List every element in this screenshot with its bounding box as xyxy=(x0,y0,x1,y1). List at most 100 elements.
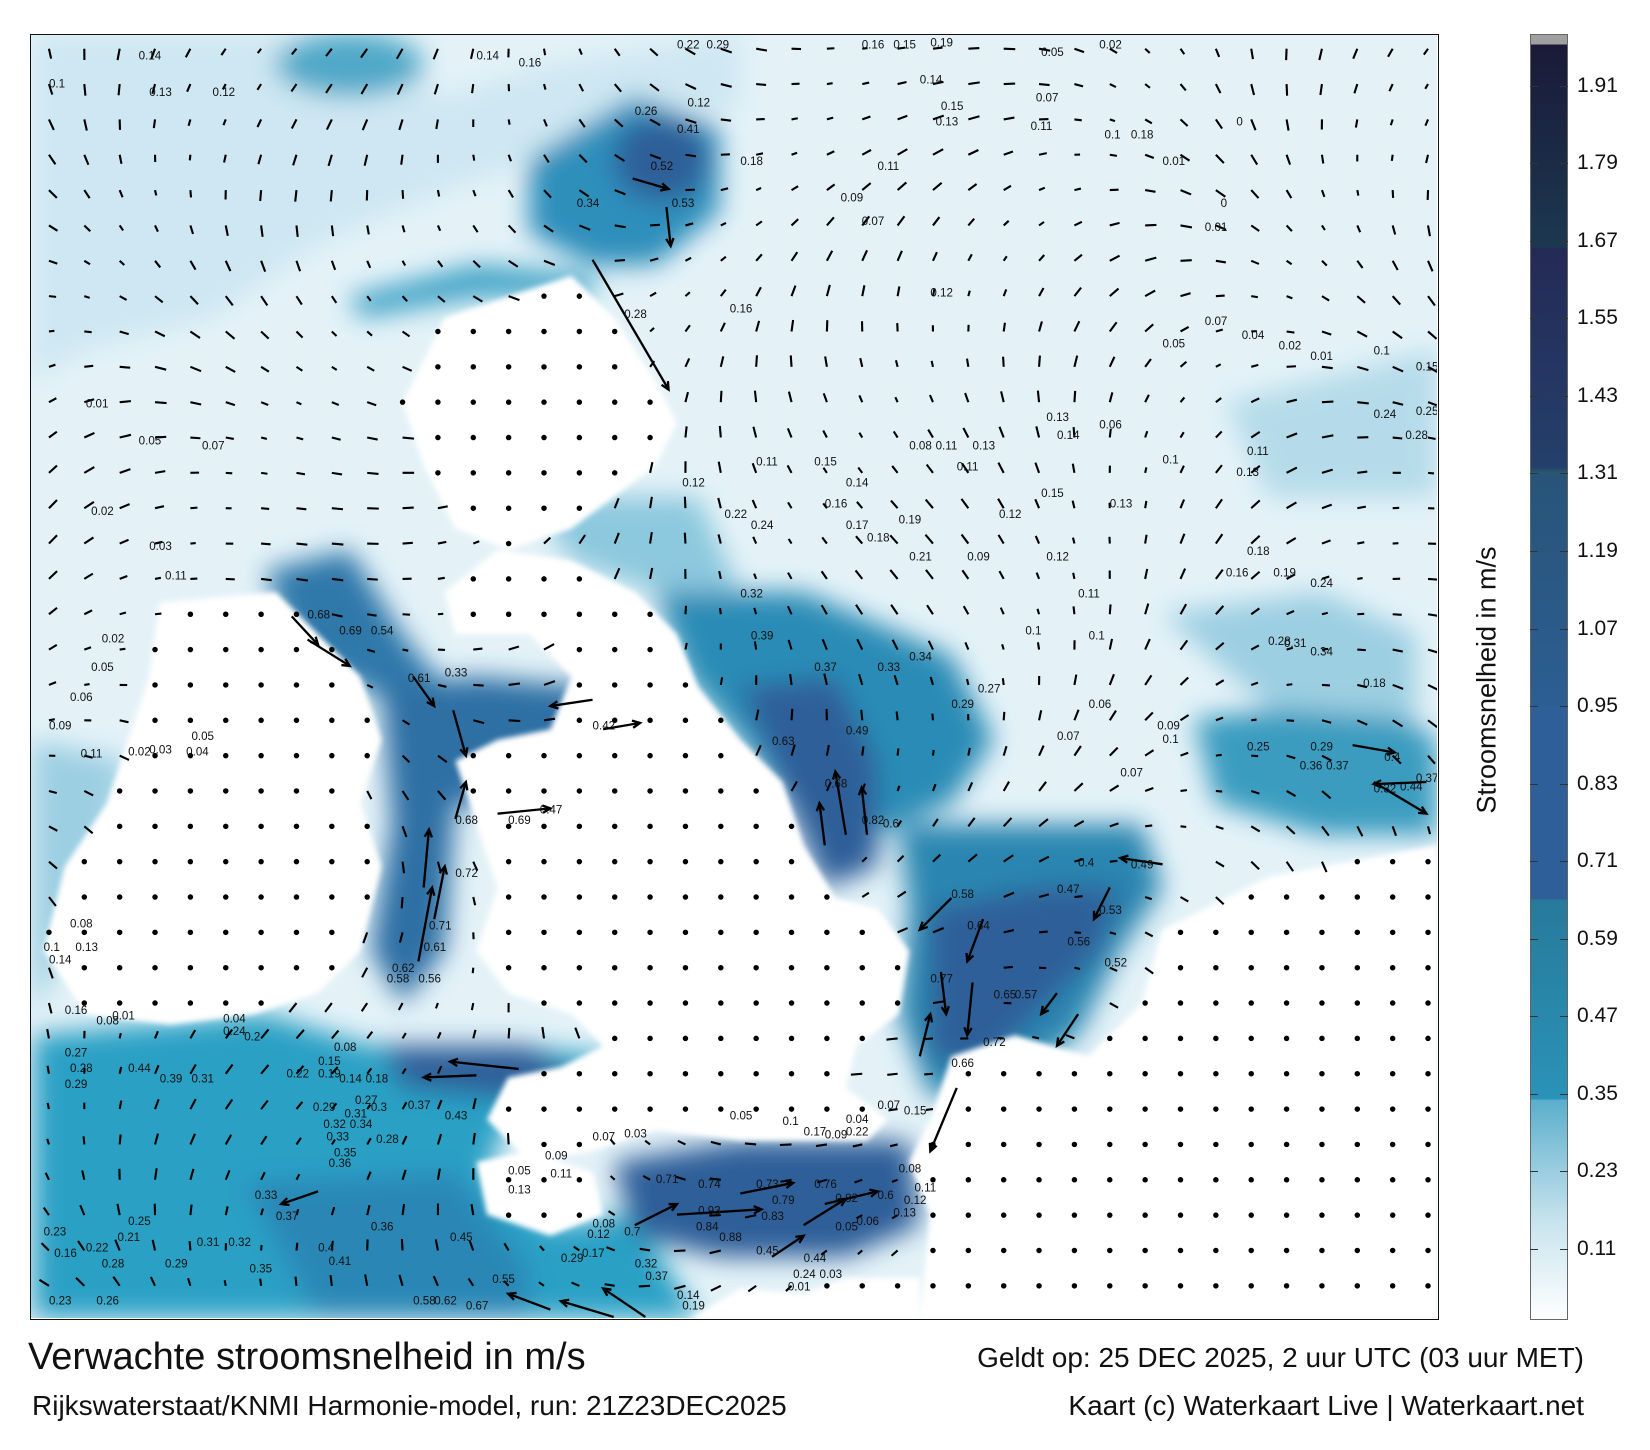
current-arrow xyxy=(452,709,468,756)
speed-label: 0.16 xyxy=(825,498,848,511)
grid-dot xyxy=(576,399,583,405)
current-arrow xyxy=(895,711,899,721)
current-arrow xyxy=(1038,930,1048,934)
current-arrow xyxy=(331,1066,339,1075)
current-arrow xyxy=(402,648,409,652)
speed-label: 0.39 xyxy=(160,1073,183,1086)
grid-dot xyxy=(576,894,583,900)
current-arrow xyxy=(154,505,165,510)
current-arrow xyxy=(83,83,87,96)
current-arrow xyxy=(119,719,129,724)
current-arrow xyxy=(472,1098,477,1110)
current-arrow xyxy=(1427,613,1437,617)
current-arrow xyxy=(503,1242,510,1252)
current-arrow xyxy=(787,391,793,403)
grid-dot xyxy=(1283,929,1290,936)
speed-label: 0.14 xyxy=(49,953,72,966)
current-arrow xyxy=(402,365,413,372)
grid-dot xyxy=(293,823,300,830)
current-arrow xyxy=(1356,260,1364,269)
current-arrow xyxy=(184,48,192,58)
speed-label: 0.32 xyxy=(1374,783,1397,796)
grid-dot xyxy=(611,1071,618,1077)
current-arrow xyxy=(755,744,762,757)
current-arrow xyxy=(48,224,59,232)
current-arrow xyxy=(48,606,58,616)
grid-dot xyxy=(329,823,335,830)
grid-dot xyxy=(576,964,583,971)
grid-dot xyxy=(682,1035,689,1042)
current-arrow xyxy=(887,1072,898,1076)
current-arrow xyxy=(224,1169,231,1181)
current-arrow xyxy=(508,295,520,302)
grid-dot xyxy=(1000,1071,1007,1077)
arrow-head xyxy=(1386,746,1398,756)
grid-dot xyxy=(223,788,229,794)
current-arrow xyxy=(497,807,551,815)
current-arrow xyxy=(472,861,479,872)
grid-dot xyxy=(1071,1212,1078,1218)
speed-label: 0.15 xyxy=(814,455,837,468)
grid-dot xyxy=(1036,1141,1042,1148)
current-arrow xyxy=(1250,499,1261,509)
grid-dot xyxy=(1177,1106,1184,1112)
arrow-head xyxy=(447,1057,459,1068)
grid-dot xyxy=(1354,1283,1361,1289)
grid-dot xyxy=(824,1000,830,1006)
current-arrow xyxy=(1321,611,1328,616)
current-arrow xyxy=(225,436,234,440)
current-arrow xyxy=(997,498,1005,509)
current-arrow xyxy=(756,83,767,86)
current-arrow xyxy=(1034,462,1041,474)
grid-dot xyxy=(1283,1000,1290,1006)
current-arrow xyxy=(718,570,722,580)
current-arrow xyxy=(224,1063,234,1075)
speed-label: 0.14 xyxy=(476,49,499,62)
current-arrow xyxy=(1373,780,1427,786)
current-arrow xyxy=(1286,646,1294,651)
current-arrow xyxy=(560,1300,615,1318)
speed-label: 0.19 xyxy=(930,37,953,50)
arrow-head xyxy=(631,719,643,729)
current-arrow xyxy=(366,365,375,372)
speed-label: 0.55 xyxy=(492,1273,515,1286)
current-arrow xyxy=(83,825,94,835)
current-arrow xyxy=(472,154,476,161)
current-arrow xyxy=(1251,718,1257,722)
current-arrow xyxy=(1357,683,1368,689)
current-arrow xyxy=(1286,365,1297,368)
speed-label: 0.11 xyxy=(915,1181,937,1194)
current-arrow xyxy=(260,436,268,440)
current-arrow xyxy=(401,1101,408,1110)
grid-dot xyxy=(505,788,512,794)
current-arrow xyxy=(1038,47,1051,52)
current-arrow xyxy=(47,967,54,979)
current-arrow xyxy=(401,260,407,266)
grid-dot xyxy=(1319,1212,1325,1218)
grid-dot xyxy=(258,823,264,830)
current-arrow xyxy=(1215,363,1222,368)
grid-dot xyxy=(152,788,158,794)
speed-label: 0.47 xyxy=(1057,883,1080,896)
speed-label: 0.61 xyxy=(408,672,431,685)
speed-label: 0.27 xyxy=(978,682,1001,695)
grid-dot xyxy=(1425,1177,1431,1183)
current-arrow xyxy=(889,1143,898,1148)
grid-dot xyxy=(505,823,512,830)
current-arrow xyxy=(189,295,199,305)
grid-dot xyxy=(753,1035,759,1042)
current-arrow xyxy=(118,154,123,165)
grid-dot xyxy=(293,752,300,759)
grid-dot xyxy=(187,823,194,830)
current-arrow xyxy=(261,542,271,546)
current-arrow xyxy=(1215,294,1225,298)
grid-dot xyxy=(541,788,547,794)
speed-label: 0.02 xyxy=(1099,39,1122,52)
current-arrow xyxy=(861,856,868,863)
speed-label: 0.11 xyxy=(1078,587,1100,600)
grid-dot xyxy=(718,823,724,830)
grid-dot xyxy=(470,399,477,405)
current-arrow xyxy=(402,719,411,726)
speed-label: 0.21 xyxy=(118,1231,141,1244)
speed-label: 0 xyxy=(1236,116,1242,129)
